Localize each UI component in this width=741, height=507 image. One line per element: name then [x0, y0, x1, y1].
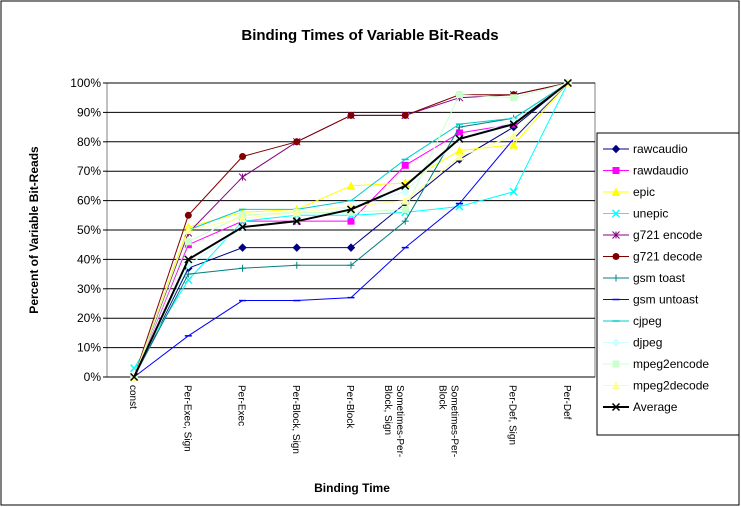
marker — [184, 255, 193, 264]
marker — [184, 238, 192, 246]
x-tick-label: Per-Def — [561, 385, 572, 420]
legend-marker — [612, 253, 620, 260]
x-axis-label: Binding Time — [314, 481, 390, 495]
x-tick-label: Per-Block — [344, 385, 355, 429]
legend-label: mpeg2encode — [633, 357, 709, 371]
marker — [346, 243, 356, 252]
x-tick-label: const — [127, 385, 138, 409]
y-tick-label: 90% — [77, 105, 101, 119]
marker — [184, 225, 193, 234]
x-tick-label: Per-Def, Sign — [507, 385, 518, 445]
marker — [239, 153, 247, 160]
y-tick-label: 70% — [77, 164, 101, 178]
legend-label: unepic — [633, 207, 668, 221]
legend-marker — [611, 187, 621, 196]
marker — [401, 111, 409, 119]
y-axis-label: Percent of Variable Bit-Reads — [27, 146, 41, 314]
legend-marker — [612, 231, 620, 239]
legend-marker — [612, 167, 620, 174]
legend-label: mpeg2decode — [633, 379, 709, 393]
marker — [509, 140, 518, 149]
marker — [347, 261, 355, 269]
y-tick-label: 100% — [70, 76, 101, 90]
legend-label: epic — [633, 185, 655, 199]
x-tick-label: Sometimes-Per-Block — [436, 385, 459, 457]
legend-label: cjpeg — [633, 314, 662, 328]
legend-marker — [611, 380, 621, 390]
marker — [509, 131, 518, 140]
marker — [130, 372, 139, 382]
y-tick-label: 50% — [77, 223, 101, 237]
x-tick-label: Per-Block, Sign — [290, 385, 301, 454]
legend-marker — [612, 360, 620, 368]
marker — [401, 161, 409, 169]
marker — [292, 207, 302, 217]
marker — [347, 111, 355, 119]
marker — [292, 217, 301, 226]
legend-label: Average — [633, 400, 678, 414]
marker — [292, 243, 301, 252]
x-tick-label: Sometimes-Per-Block, Sign — [382, 385, 405, 457]
marker — [509, 120, 518, 129]
y-tick-label: 0% — [84, 370, 102, 384]
y-tick-label: 40% — [77, 252, 101, 266]
marker — [347, 217, 355, 225]
marker — [184, 270, 192, 278]
marker — [184, 211, 192, 219]
legend-label: rawdaudio — [633, 164, 689, 178]
marker — [293, 138, 301, 146]
series — [130, 79, 572, 381]
x-tick-label: Per-Exec, Sign — [181, 385, 192, 452]
marker — [238, 213, 247, 223]
y-tick-label: 20% — [77, 311, 101, 325]
legend-label: g721 decode — [633, 250, 703, 264]
marker — [563, 78, 572, 88]
legend-marker — [611, 402, 621, 412]
marker — [239, 264, 247, 272]
chart-title: Binding Times of Variable Bit-Reads — [241, 27, 498, 44]
legend-marker — [612, 274, 620, 282]
marker — [293, 261, 301, 269]
series — [130, 78, 572, 382]
legend-label: g721 encode — [633, 228, 703, 242]
marker — [400, 195, 410, 205]
marker — [238, 223, 247, 232]
y-tick-label: 80% — [77, 135, 101, 149]
y-tick-label: 30% — [77, 282, 101, 296]
marker — [401, 187, 410, 196]
marker — [455, 151, 464, 161]
legend-label: rawcaudio — [633, 142, 688, 156]
legend-marker — [611, 338, 621, 347]
y-tick-label: 10% — [77, 341, 101, 355]
x-tick-label: Per-Exec — [236, 385, 247, 426]
marker — [455, 134, 464, 143]
legend-box — [596, 132, 740, 436]
marker — [238, 243, 247, 252]
marker — [510, 94, 518, 102]
marker — [346, 205, 356, 214]
legend-label: djpeg — [633, 336, 662, 350]
marker — [401, 217, 409, 225]
marker — [238, 173, 247, 181]
marker — [401, 181, 410, 190]
legend-label: gsm toast — [633, 271, 686, 285]
marker — [455, 91, 463, 99]
marker — [346, 181, 356, 190]
legend-marker — [611, 209, 621, 218]
legend-marker — [611, 144, 621, 154]
marker — [401, 205, 409, 213]
marker — [509, 187, 518, 196]
legend-label: gsm untoast — [633, 293, 699, 307]
y-tick-label: 60% — [77, 194, 101, 208]
